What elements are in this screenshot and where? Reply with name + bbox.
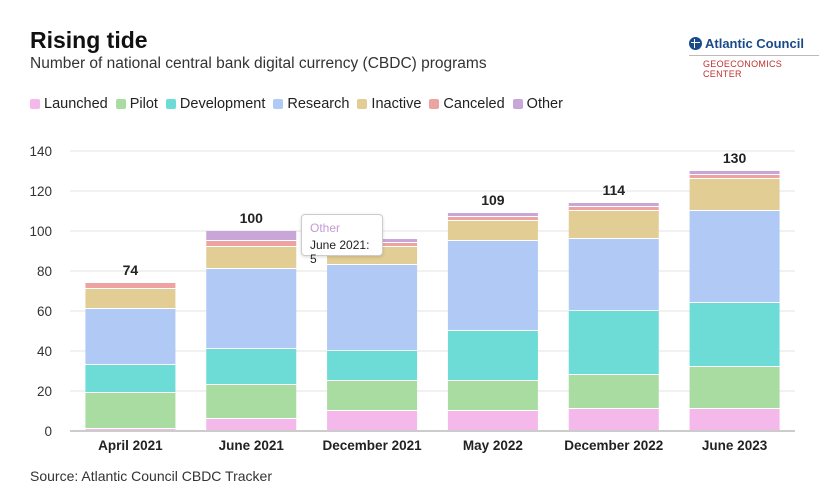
bar-segment-development xyxy=(447,331,538,380)
y-tick-label: 20 xyxy=(37,384,52,399)
bar-segment-pilot xyxy=(85,393,176,428)
logo-name: Atlantic Council xyxy=(705,36,804,51)
total-label: 74 xyxy=(123,262,139,278)
legend-swatch xyxy=(30,99,40,109)
bar-segment-canceled xyxy=(206,241,297,246)
logo-main: Atlantic Council xyxy=(689,36,819,51)
bar-segment-inactive xyxy=(689,179,780,210)
legend-item-pilot[interactable]: Pilot xyxy=(115,96,158,112)
logo-subtitle: GEOECONOMICS CENTER xyxy=(689,55,819,79)
chart-title: Rising tide xyxy=(30,27,148,53)
bar-segment-canceled xyxy=(447,217,538,220)
bar-segment-pilot xyxy=(327,381,418,410)
legend-label: Development xyxy=(179,96,266,112)
legend-label: Launched xyxy=(44,96,108,112)
y-tick-label: 60 xyxy=(37,304,52,319)
bar-segment-other xyxy=(568,203,659,206)
bar-segment-inactive xyxy=(447,221,538,240)
bar-segment-pilot xyxy=(689,367,780,408)
legend-item-research[interactable]: Research xyxy=(273,96,349,112)
legend-swatch xyxy=(273,99,284,109)
y-tick-label: 80 xyxy=(37,264,52,279)
total-label: 100 xyxy=(240,210,264,226)
bar-segment-inactive xyxy=(206,247,297,268)
bar-segment-development xyxy=(568,311,659,374)
total-label: 130 xyxy=(723,150,747,166)
bar-segment-launched xyxy=(327,411,418,430)
legend-item-canceled[interactable]: Canceled xyxy=(429,96,505,112)
globe-icon xyxy=(689,37,702,50)
legend-label: Research xyxy=(287,96,350,112)
atlantic-council-logo: Atlantic Council GEOECONOMICS CENTER xyxy=(689,36,819,79)
bar-segment-research xyxy=(689,211,780,302)
x-tick-label: April 2021 xyxy=(98,438,163,453)
tooltip-value: June 2021: 5 xyxy=(310,238,370,266)
bar-segment-canceled xyxy=(568,207,659,210)
bar-segment-development xyxy=(689,303,780,366)
bar-segment-pilot xyxy=(206,385,297,418)
y-tick-label: 40 xyxy=(37,344,52,359)
legend-swatch xyxy=(512,99,523,109)
legend-label: Other xyxy=(526,96,563,112)
bar-segment-research xyxy=(327,265,418,350)
bar-segment-launched xyxy=(689,409,780,430)
legend-item-inactive[interactable]: Inactive xyxy=(357,96,421,112)
legend-item-other[interactable]: Other xyxy=(512,96,563,112)
bar-segment-research xyxy=(447,241,538,330)
bar-segment-development xyxy=(327,351,418,380)
x-tick-label: June 2021 xyxy=(219,438,285,453)
legend-label: Canceled xyxy=(443,96,505,112)
x-tick-label: May 2022 xyxy=(463,438,523,453)
legend-label: Pilot xyxy=(129,96,158,112)
x-tick-label: December 2021 xyxy=(323,438,423,453)
tooltip-series: Other xyxy=(310,221,341,235)
bar-segment-development xyxy=(206,349,297,384)
bar-segment-development xyxy=(85,365,176,392)
bar-segment-pilot xyxy=(447,381,538,410)
y-tick-label: 0 xyxy=(44,424,52,439)
bar-segment-launched xyxy=(447,411,538,430)
legend-swatch xyxy=(165,99,176,109)
bar-segment-inactive xyxy=(85,289,176,308)
tooltip-category: June 2021 xyxy=(310,238,367,252)
bar-segment-other xyxy=(206,231,297,240)
legend-swatch xyxy=(357,99,368,109)
bar-segment-launched xyxy=(85,429,176,430)
legend-item-development[interactable]: Development xyxy=(165,96,266,112)
legend-item-launched[interactable]: Launched xyxy=(30,96,108,112)
legend-label: Inactive xyxy=(371,96,422,112)
bar-segment-other xyxy=(689,171,780,174)
x-tick-label: December 2022 xyxy=(564,438,663,453)
total-label: 109 xyxy=(481,192,505,208)
y-tick-label: 100 xyxy=(29,224,52,239)
bar-segment-research xyxy=(85,309,176,364)
bar-segment-canceled xyxy=(85,283,176,288)
bar-segment-launched xyxy=(206,419,297,430)
bar-segment-other xyxy=(447,213,538,216)
x-tick-label: June 2023 xyxy=(702,438,768,453)
chart-subtitle: Number of national central bank digital … xyxy=(30,55,487,72)
chart-legend: Launched Pilot Development Research Inactive… xyxy=(30,96,563,112)
chart-tooltip: Other June 2021: 5 xyxy=(301,214,383,266)
bar-segment-research xyxy=(206,269,297,348)
y-tick-label: 140 xyxy=(29,144,52,159)
source-note: Source: Atlantic Council CBDC Tracker xyxy=(30,468,272,484)
legend-swatch xyxy=(429,99,440,109)
bar-segment-pilot xyxy=(568,375,659,408)
bar-segment-research xyxy=(568,239,659,310)
bar-segment-inactive xyxy=(568,211,659,238)
bar-segment-launched xyxy=(568,409,659,430)
bar-segment-canceled xyxy=(689,175,780,178)
tooltip-number: 5 xyxy=(310,252,317,266)
y-tick-label: 120 xyxy=(29,184,52,199)
total-label: 114 xyxy=(602,182,625,198)
legend-swatch xyxy=(115,99,126,109)
